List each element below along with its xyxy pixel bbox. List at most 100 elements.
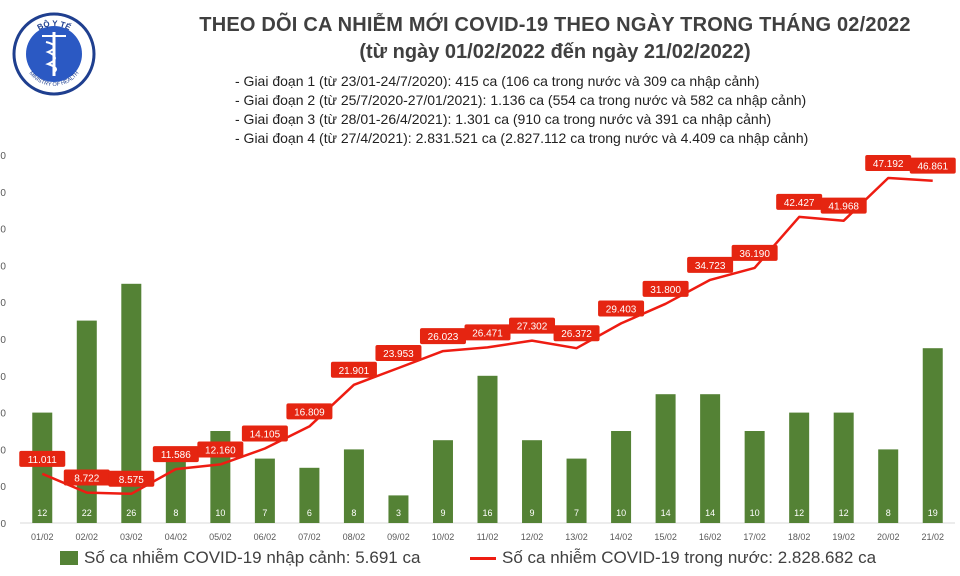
- bar-data-label: 9: [440, 508, 445, 518]
- line-data-label: 31.800: [650, 285, 681, 296]
- bar-imported-cases: [566, 458, 587, 523]
- bar-data-label: 8: [351, 508, 356, 518]
- x-axis-tick-label: 10/02: [432, 532, 455, 542]
- bar-data-label: 10: [215, 508, 225, 518]
- x-axis-tick-label: 07/02: [298, 532, 321, 542]
- line-data-label: 29.403: [606, 304, 637, 315]
- x-axis-tick-label: 12/02: [521, 532, 544, 542]
- y-axis-tick-label: 000: [0, 261, 6, 272]
- line-data-label: 14.105: [250, 430, 281, 441]
- phase-summary-item: - Giai đoạn 2 (từ 25/7/2020-27/01/2021):…: [235, 92, 807, 108]
- ministry-logo: BỘ Y TẾ MINISTRY OF HEALTH: [12, 12, 96, 96]
- phase-summary-item: - Giai đoạn 4 (từ 27/4/2021): 2.831.521 …: [235, 130, 809, 146]
- x-axis-tick-label: 19/02: [832, 532, 855, 542]
- bar-data-label: 10: [616, 508, 626, 518]
- bar-imported-cases: [477, 375, 498, 523]
- bar-data-label: 22: [82, 508, 92, 518]
- line-data-label: 47.192: [873, 159, 904, 170]
- bar-data-label: 7: [574, 508, 579, 518]
- line-data-label-box: [63, 469, 110, 486]
- bar-data-label: 10: [750, 508, 760, 518]
- bar-imported-cases: [744, 431, 765, 523]
- line-data-label-box: [509, 317, 556, 334]
- bar-data-label: 8: [173, 508, 178, 518]
- x-axis-tick-label: 08/02: [343, 532, 366, 542]
- line-data-label: 27.302: [517, 322, 548, 333]
- bar-imported-cases: [522, 440, 543, 523]
- bar-data-label: 6: [307, 508, 312, 518]
- logo-top-text: BỘ Y TẾ: [36, 19, 74, 32]
- line-data-label: 12.160: [205, 445, 236, 456]
- bar-data-label: 14: [661, 508, 671, 518]
- x-axis-tick-label: 11/02: [477, 532, 499, 542]
- legend-swatch-bar: [60, 551, 78, 565]
- line-domestic-cases: [41, 176, 933, 496]
- bar-imported-cases: [878, 449, 899, 523]
- x-axis-tick-label: 17/02: [743, 532, 766, 542]
- chart-legend: Số ca nhiễm COVID-19 nhập cảnh: 5.691 ca…: [60, 548, 960, 572]
- legend-label-imported: Số ca nhiễm COVID-19 nhập cảnh: 5.691 ca: [84, 548, 421, 567]
- bar-data-label: 14: [705, 508, 715, 518]
- line-data-label: 34.723: [695, 261, 726, 272]
- line-data-label: 26.023: [428, 332, 459, 343]
- line-data-label-box: [909, 157, 956, 174]
- bar-data-label: 9: [530, 508, 535, 518]
- bar-imported-cases: [655, 394, 676, 523]
- line-data-label-box: [375, 345, 422, 362]
- x-axis-tick-label: 03/02: [120, 532, 143, 542]
- line-data-label: 21.901: [339, 366, 370, 377]
- line-data-label-box: [731, 244, 778, 261]
- legend-label-domestic: Số ca nhiễm COVID-19 trong nước: 2.828.6…: [502, 548, 877, 567]
- line-data-label: 26.372: [561, 329, 592, 340]
- line-data-label-box: [598, 300, 645, 317]
- y-axis-tick-label: 000: [0, 409, 6, 420]
- bar-data-label: 12: [37, 508, 47, 518]
- bar-data-label: 7: [262, 508, 267, 518]
- bar-imported-cases: [121, 283, 142, 523]
- x-axis-tick-label: 06/02: [254, 532, 277, 542]
- x-axis-tick-label: 13/02: [565, 532, 588, 542]
- line-data-label-box: [108, 470, 155, 487]
- line-data-label-box: [687, 256, 734, 273]
- x-axis-tick-label: 01/02: [31, 532, 54, 542]
- line-data-label-box: [820, 197, 867, 214]
- x-axis-tick-label: 05/02: [209, 532, 232, 542]
- phase-summary-item: - Giai đoạn 1 (từ 23/01-24/7/2020): 415 …: [235, 73, 760, 89]
- bar-imported-cases: [611, 431, 632, 523]
- line-data-label-box: [419, 328, 466, 345]
- line-data-label-box: [330, 361, 377, 378]
- x-axis-tick-label: 02/02: [76, 532, 99, 542]
- line-data-label: 11.586: [161, 450, 191, 461]
- line-data-label: 16.809: [294, 407, 325, 418]
- bar-imported-cases: [789, 412, 810, 523]
- y-axis-tick-label: 000: [0, 225, 6, 236]
- line-data-label-box: [152, 446, 199, 463]
- y-axis-tick-label: 000: [0, 372, 6, 383]
- line-data-label-box: [776, 193, 823, 210]
- y-axis-tick-label: 000: [0, 298, 6, 309]
- bar-imported-cases: [833, 412, 854, 523]
- legend-item-domestic: Số ca nhiễm COVID-19 trong nước: 2.828.6…: [470, 548, 876, 568]
- bar-data-label: 26: [126, 508, 136, 518]
- bar-imported-cases: [299, 467, 320, 523]
- bar-data-label: 12: [794, 508, 804, 518]
- y-axis-tick-label: 000: [0, 445, 6, 456]
- line-data-label-box: [197, 441, 244, 458]
- bar-imported-cases: [700, 394, 721, 523]
- line-data-label-box: [241, 425, 288, 442]
- line-data-label-box: [286, 403, 333, 420]
- bar-imported-cases: [432, 440, 453, 523]
- line-data-label: 41.968: [828, 202, 859, 213]
- y-axis-tick-label: 000: [0, 151, 6, 162]
- line-data-label: 46.861: [917, 162, 948, 173]
- x-axis-tick-label: 20/02: [877, 532, 900, 542]
- bar-data-label: 3: [396, 508, 401, 518]
- line-data-label: 42.427: [784, 198, 815, 209]
- line-data-label: 23.953: [383, 349, 414, 360]
- bar-data-label: 12: [839, 508, 849, 518]
- line-data-label-box: [642, 280, 689, 297]
- svg-text:BỘ Y TẾ: BỘ Y TẾ: [36, 19, 74, 32]
- bar-data-label: 16: [482, 508, 492, 518]
- bar-imported-cases: [388, 495, 409, 523]
- x-axis-tick-label: 14/02: [610, 532, 633, 542]
